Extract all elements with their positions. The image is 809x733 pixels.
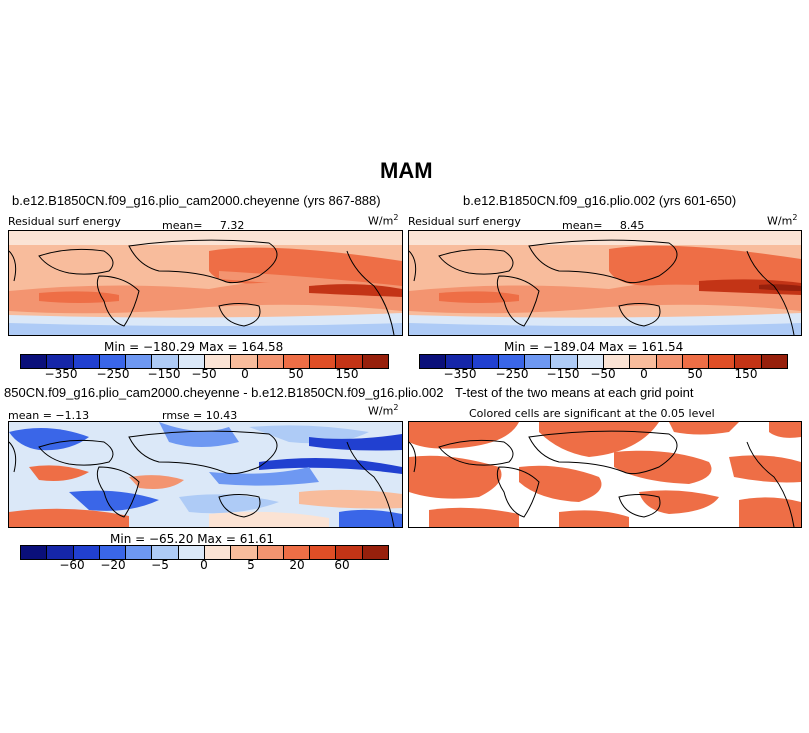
cbar-swatch [257, 546, 284, 559]
cbar-swatch [362, 546, 388, 559]
figure-title: MAM [380, 158, 433, 183]
cbar-swatch [498, 355, 526, 368]
cbar-tick: −350 [44, 367, 78, 381]
cbar-swatch [73, 546, 100, 559]
cbar-swatch [709, 355, 736, 368]
cbar-swatch [47, 355, 74, 368]
cbar-swatch [283, 546, 311, 559]
cbar-swatch [472, 355, 499, 368]
cbar-tick: 0 [200, 558, 208, 572]
cbar-tick: 60 [334, 558, 350, 572]
units-text: W/m [368, 404, 394, 418]
cbar-tick: −250 [96, 367, 130, 381]
cbar-swatch [126, 355, 153, 368]
cbar-swatch [656, 355, 683, 368]
cbar-tick: 0 [241, 367, 249, 381]
cbar-swatch [21, 355, 48, 368]
cbar-swatch [21, 546, 48, 559]
cbar-tick: 150 [734, 367, 758, 381]
cbar-swatch [336, 355, 363, 368]
cbar-swatch [283, 355, 311, 368]
cbar-tick: 20 [289, 558, 305, 572]
cbar-tick: −5 [151, 558, 169, 572]
cbar-swatch [47, 546, 74, 559]
cbar-tick: −350 [443, 367, 477, 381]
cbar-swatch [257, 355, 284, 368]
rmse-label-bottom-left: rmse = 10.43 [162, 409, 238, 422]
units-bottom-left: W/m2 [368, 403, 398, 418]
cbar-swatch [152, 546, 179, 559]
minmax-top-right: Min = −189.04 Max = 161.54 [504, 340, 684, 354]
cbar-swatch [73, 355, 100, 368]
cbar-swatch [420, 355, 447, 368]
ttest-note: Colored cells are significant at the 0.0… [469, 407, 715, 420]
mean-label: mean= [562, 219, 603, 232]
mean-label-bottom-left: mean = −1.13 [8, 409, 90, 422]
mean-label-top-right: mean= 8.45 [562, 219, 644, 232]
cbar-swatch [551, 355, 578, 368]
cbar-tick: −20 [100, 558, 126, 572]
cbar-tick: −250 [495, 367, 529, 381]
cbar-swatch [99, 355, 127, 368]
colorbar-bottom-left [20, 545, 389, 560]
map-bottom-left [8, 421, 403, 528]
units-top-right: W/m2 [767, 213, 797, 228]
mean-label-top-left: mean= 7.32 [162, 219, 244, 232]
cbar-swatch [446, 355, 473, 368]
cbar-swatch [310, 355, 337, 368]
minmax-top-left: Min = −180.29 Max = 164.58 [104, 340, 284, 354]
cbar-tick: −50 [590, 367, 616, 381]
cbar-swatch [603, 355, 631, 368]
mean-value: 7.32 [219, 219, 245, 232]
cbar-swatch [126, 546, 153, 559]
units-top-left: W/m2 [368, 213, 398, 228]
cbar-swatch [362, 355, 388, 368]
cbar-swatch [761, 355, 787, 368]
colorbar-top-left [20, 354, 389, 369]
cbar-swatch [630, 355, 657, 368]
colorbar-top-right [419, 354, 788, 369]
cbar-swatch [735, 355, 762, 368]
variable-label-top-right: Residual surf energy [408, 215, 521, 228]
cbar-tick: 150 [335, 367, 359, 381]
cbar-swatch [525, 355, 552, 368]
cbar-swatch [204, 355, 232, 368]
case-label-bottom-left: 850CN.f09_g16.plio_cam2000.cheyenne - b.… [4, 385, 444, 400]
cbar-swatch [231, 355, 258, 368]
map-top-left [8, 230, 403, 336]
map-bottom-right [408, 421, 802, 528]
mean-label: mean= [162, 219, 203, 232]
units-exponent: 2 [792, 213, 798, 222]
cbar-swatch [682, 355, 710, 368]
units-exponent: 2 [393, 403, 399, 412]
cbar-tick: −150 [546, 367, 580, 381]
units-text: W/m [368, 214, 394, 228]
cbar-tick: 50 [288, 367, 304, 381]
cbar-swatch [178, 355, 205, 368]
cbar-tick: 5 [247, 558, 255, 572]
units-exponent: 2 [393, 213, 399, 222]
case-label-top-left: b.e12.B1850CN.f09_g16.plio_cam2000.cheye… [12, 193, 381, 208]
variable-label-top-left: Residual surf energy [8, 215, 121, 228]
cbar-tick: −150 [147, 367, 181, 381]
cbar-swatch [152, 355, 179, 368]
cbar-swatch [577, 355, 604, 368]
units-text: W/m [767, 214, 793, 228]
cbar-swatch [178, 546, 205, 559]
map-top-right [408, 230, 802, 336]
cbar-swatch [310, 546, 337, 559]
cbar-tick: −50 [191, 367, 217, 381]
cbar-tick: 0 [640, 367, 648, 381]
cbar-swatch [204, 546, 232, 559]
cbar-swatch [336, 546, 363, 559]
cbar-swatch [99, 546, 127, 559]
mean-value: 8.45 [619, 219, 645, 232]
cbar-tick: −60 [59, 558, 85, 572]
cbar-tick: 50 [687, 367, 703, 381]
cbar-swatch [231, 546, 258, 559]
case-label-bottom-right: T-test of the two means at each grid poi… [455, 385, 694, 400]
case-label-top-right: b.e12.B1850CN.f09_g16.plio.002 (yrs 601-… [463, 193, 737, 208]
minmax-bottom-left: Min = −65.20 Max = 61.61 [110, 532, 275, 546]
